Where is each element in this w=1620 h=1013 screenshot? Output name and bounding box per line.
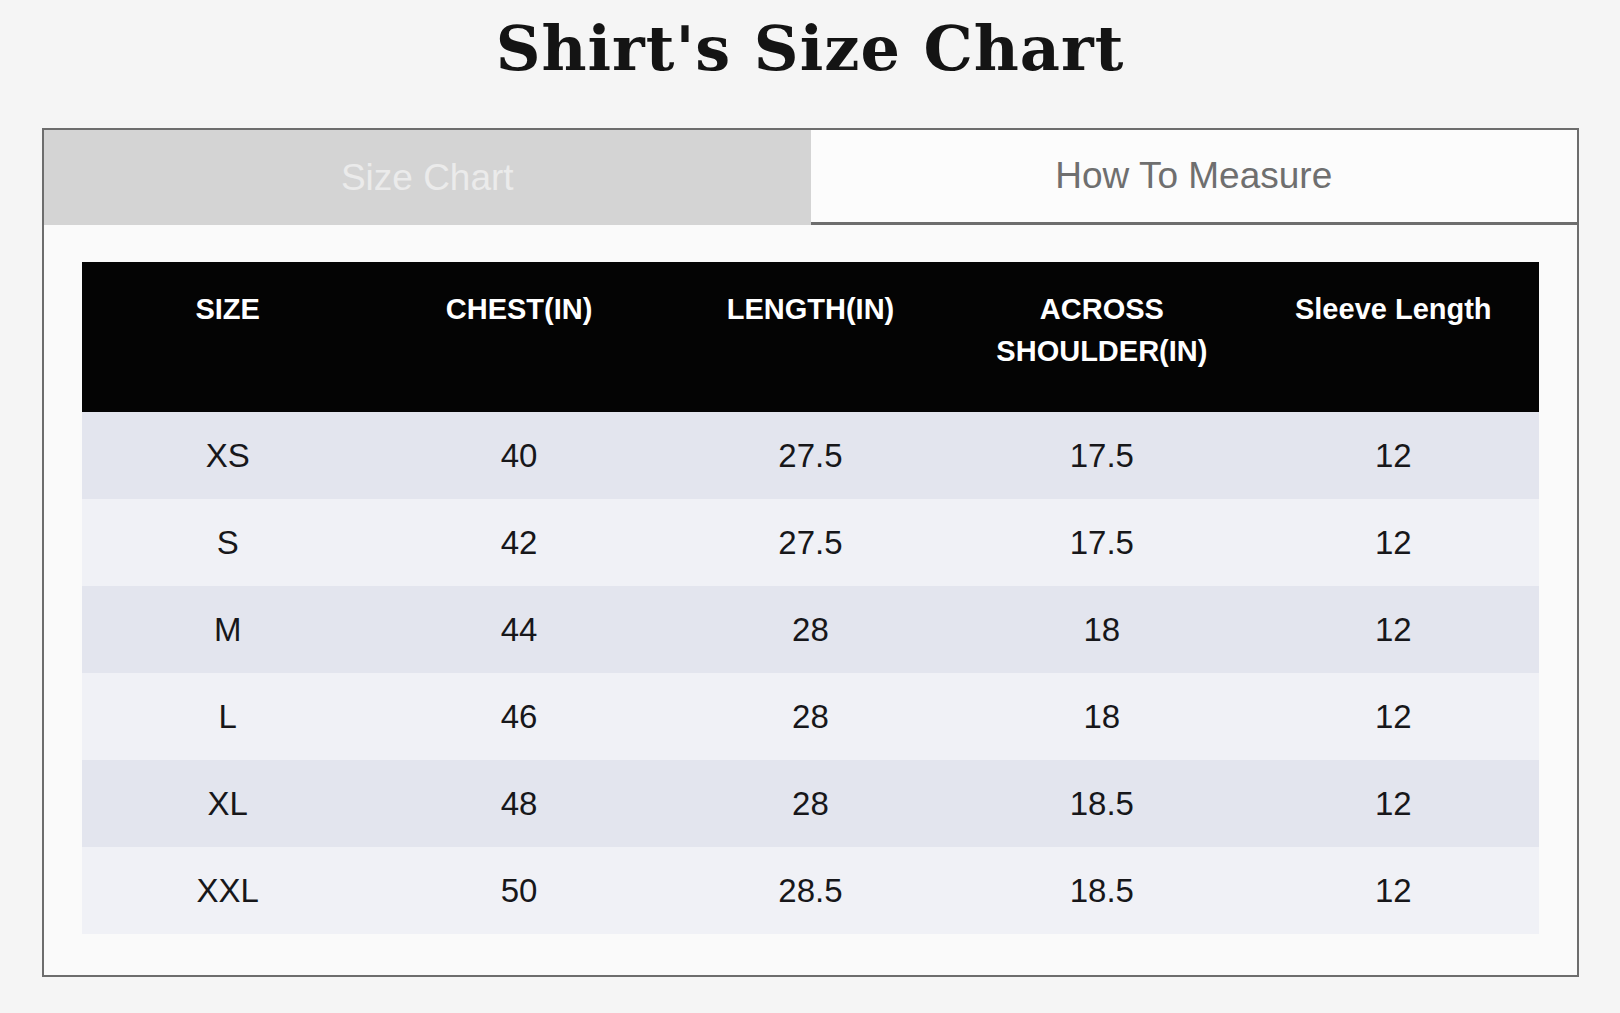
cell-chest: 48 [373,760,664,847]
cell-size: L [82,673,373,760]
cell-sleeve: 12 [1248,760,1539,847]
cell-length: 27.5 [665,499,956,586]
tab-how-to-measure-label: How To Measure [1055,155,1332,197]
tab-content: SIZE CHEST(IN) LENGTH(IN) ACROSS SHOULDE… [44,225,1577,970]
cell-chest: 42 [373,499,664,586]
column-header-length: LENGTH(IN) [665,262,956,412]
cell-sleeve: 12 [1248,847,1539,934]
cell-shoulder: 17.5 [956,412,1247,499]
table-row: XXL 50 28.5 18.5 12 [82,847,1539,934]
cell-chest: 40 [373,412,664,499]
size-chart-panel: Size Chart How To Measure SIZE CHEST(IN)… [42,128,1579,977]
cell-shoulder: 17.5 [956,499,1247,586]
cell-shoulder: 18 [956,673,1247,760]
tab-size-chart-label: Size Chart [341,157,514,199]
cell-length: 27.5 [665,412,956,499]
cell-sleeve: 12 [1248,586,1539,673]
cell-shoulder: 18.5 [956,847,1247,934]
cell-size: XXL [82,847,373,934]
table-row: M 44 28 18 12 [82,586,1539,673]
size-table-header: SIZE CHEST(IN) LENGTH(IN) ACROSS SHOULDE… [82,262,1539,412]
cell-length: 28 [665,586,956,673]
size-table-body: XS 40 27.5 17.5 12 S 42 27.5 17.5 12 M 4… [82,412,1539,934]
cell-length: 28 [665,673,956,760]
tab-bar: Size Chart How To Measure [44,130,1577,225]
table-row: XL 48 28 18.5 12 [82,760,1539,847]
cell-sleeve: 12 [1248,499,1539,586]
table-row: XS 40 27.5 17.5 12 [82,412,1539,499]
column-header-sleeve: Sleeve Length [1248,262,1539,412]
tab-how-to-measure[interactable]: How To Measure [811,130,1578,225]
column-header-size: SIZE [82,262,373,412]
cell-size: S [82,499,373,586]
cell-sleeve: 12 [1248,412,1539,499]
column-header-chest: CHEST(IN) [373,262,664,412]
cell-size: M [82,586,373,673]
table-row: L 46 28 18 12 [82,673,1539,760]
cell-size: XS [82,412,373,499]
cell-shoulder: 18 [956,586,1247,673]
cell-length: 28.5 [665,847,956,934]
cell-size: XL [82,760,373,847]
column-header-shoulder: ACROSS SHOULDER(IN) [956,262,1247,412]
size-table: SIZE CHEST(IN) LENGTH(IN) ACROSS SHOULDE… [82,262,1539,934]
cell-chest: 50 [373,847,664,934]
cell-chest: 44 [373,586,664,673]
cell-length: 28 [665,760,956,847]
cell-sleeve: 12 [1248,673,1539,760]
tab-size-chart[interactable]: Size Chart [44,130,811,225]
table-row: S 42 27.5 17.5 12 [82,499,1539,586]
cell-chest: 46 [373,673,664,760]
cell-shoulder: 18.5 [956,760,1247,847]
page-title: Shirt's Size Chart [0,0,1620,128]
